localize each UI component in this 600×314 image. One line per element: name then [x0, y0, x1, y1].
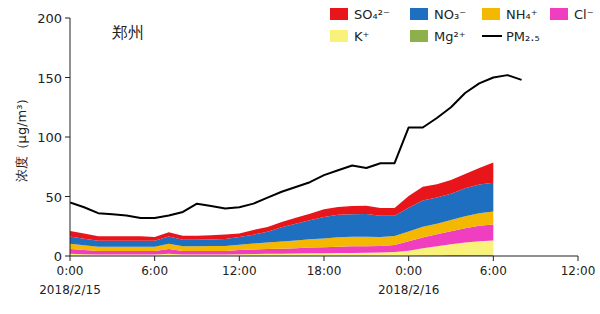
marks — [70, 75, 522, 256]
y-tick — [65, 137, 70, 138]
legend-swatch — [330, 30, 348, 42]
legend-label: NO₃⁻ — [434, 7, 466, 22]
x-tick — [70, 256, 71, 261]
x-tick-label: 0:00 — [395, 264, 422, 278]
y-tick — [65, 18, 70, 19]
legend-swatch — [410, 8, 428, 20]
y-tick-label: 0 — [54, 249, 62, 264]
x-tick — [324, 256, 325, 261]
legend-swatch — [410, 30, 428, 42]
legend-swatch — [482, 35, 502, 37]
legend-label: PM₂.₅ — [506, 29, 540, 44]
x-tick-label: 6:00 — [141, 264, 168, 278]
y-tick-label: 200 — [37, 11, 62, 26]
x-tick-label: 18:00 — [307, 264, 342, 278]
legend-swatch — [482, 8, 500, 20]
x-tick — [239, 256, 240, 261]
y-tick — [65, 196, 70, 197]
y-tick-label: 150 — [37, 71, 62, 86]
x-tick-label: 0:00 — [57, 264, 84, 278]
legend-label: Mg²⁺ — [434, 29, 466, 44]
legend-label: NH₄⁺ — [506, 7, 538, 22]
legend-label: SO₄²⁻ — [354, 7, 390, 22]
legend-label: K⁺ — [354, 29, 369, 44]
date-label: 2018/2/16 — [378, 283, 440, 297]
y-label: 浓度（μg/m³） — [14, 92, 29, 183]
y-tick-label: 100 — [37, 130, 62, 145]
title: 郑州 — [112, 23, 144, 42]
y-tick-label: 50 — [45, 190, 62, 205]
x-tick — [154, 256, 155, 261]
x-tick-label: 12:00 — [561, 264, 596, 278]
date-label: 2018/2/15 — [39, 283, 101, 297]
x-tick-label: 12:00 — [222, 264, 257, 278]
legend: SO₄²⁻ NO₃⁻ NH₄⁺ Cl⁻ K⁺ Mg²⁺ PM₂.₅ — [330, 7, 594, 44]
area — [70, 163, 493, 241]
x-tick — [578, 256, 579, 261]
x-tick — [408, 256, 409, 261]
x-tick — [493, 256, 494, 261]
y-tick — [65, 256, 70, 257]
legend-swatch — [330, 8, 348, 20]
legend-label: Cl⁻ — [574, 7, 594, 22]
line — [70, 75, 522, 218]
y-tick — [65, 77, 70, 78]
x-tick-label: 6:00 — [480, 264, 507, 278]
legend-swatch — [550, 8, 568, 20]
chart: 0 50 100 150 200 0:00 6:00 12:00 18:00 0:00 6:00 12… — [0, 0, 600, 314]
